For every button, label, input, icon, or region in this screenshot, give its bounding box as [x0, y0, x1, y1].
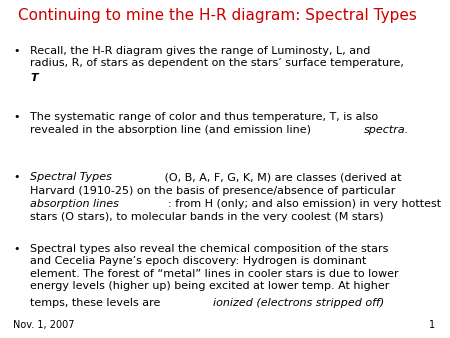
Text: The systematic range of color and thus temperature, T, is also: The systematic range of color and thus t… [30, 112, 378, 122]
Text: Spectral types also reveal the chemical composition of the stars
and Cecelia Pay: Spectral types also reveal the chemical … [30, 244, 399, 291]
Text: Harvard (1910-25) on the basis of presence/absence of particular: Harvard (1910-25) on the basis of presen… [30, 186, 396, 195]
Text: : from H (only; and also emission) in very hottest: : from H (only; and also emission) in ve… [168, 199, 441, 209]
Text: T: T [30, 73, 38, 83]
Text: Recall, the H-R diagram gives the range of Luminosty, L, and
radius, R, of stars: Recall, the H-R diagram gives the range … [30, 46, 404, 68]
Text: ionized (electrons stripped off): ionized (electrons stripped off) [213, 298, 385, 308]
Text: •: • [13, 244, 19, 254]
Text: revealed in the absorption line (and emission line): revealed in the absorption line (and emi… [30, 125, 315, 136]
Text: Continuing to mine the H-R diagram: Spectral Types: Continuing to mine the H-R diagram: Spec… [18, 8, 417, 23]
Text: (O, B, A, F, G, K, M) are classes (derived at: (O, B, A, F, G, K, M) are classes (deriv… [162, 172, 402, 182]
Text: •: • [13, 112, 19, 122]
Text: 1: 1 [429, 320, 435, 330]
Text: Nov. 1, 2007: Nov. 1, 2007 [13, 320, 75, 330]
Text: •: • [13, 46, 19, 56]
Text: stars (O stars), to molecular bands in the very coolest (M stars): stars (O stars), to molecular bands in t… [30, 213, 383, 222]
Text: spectra.: spectra. [364, 125, 409, 136]
Text: Spectral Types: Spectral Types [30, 172, 112, 182]
Text: absorption lines: absorption lines [30, 199, 119, 209]
Text: •: • [13, 172, 19, 182]
Text: temps, these levels are: temps, these levels are [30, 298, 164, 308]
